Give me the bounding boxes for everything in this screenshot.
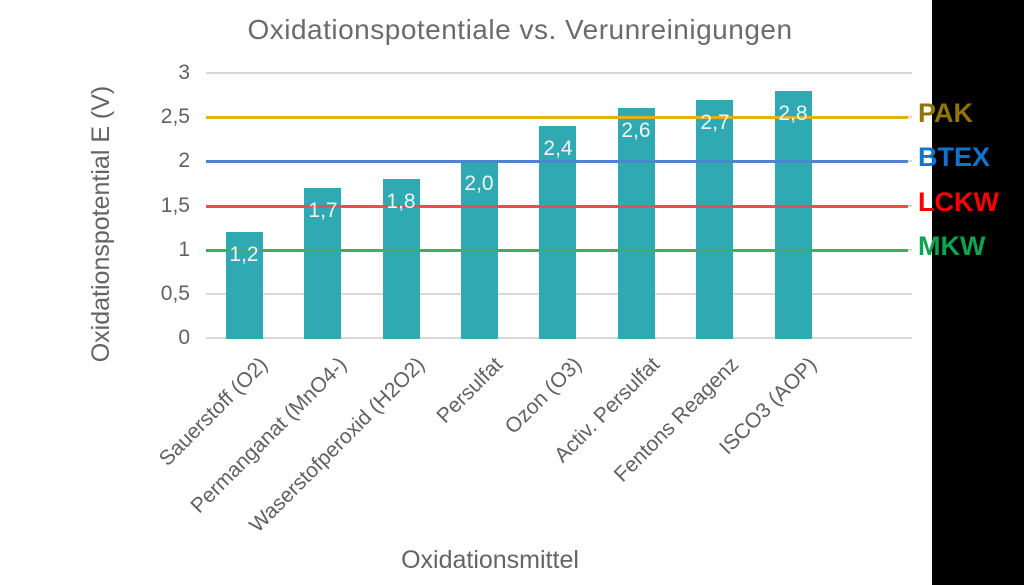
bar-fentons-reagenz [696,100,733,339]
y-tick-label: 1,5 [160,194,190,217]
reference-label-mkw: MKW [918,231,986,261]
bar-value-label: 1,2 [229,243,259,266]
bar-activ-persulfat [618,108,655,339]
bar-value-label: 1,7 [308,199,338,222]
y-tick-label: 1 [178,238,190,261]
reference-label-btex: BTEX [918,142,991,172]
reference-label-pak: PAK [918,98,974,128]
chart-title: Oxidationspotentiale vs. Verunreinigunge… [247,14,793,45]
y-tick-label: 2 [178,149,190,172]
bar-isco3-aop [775,91,812,339]
reference-line-mkw [206,249,908,252]
bar-value-label: 2,8 [778,102,808,125]
bar-value-label: 2,6 [621,119,651,142]
y-tick-label: 3 [178,61,190,84]
bar-value-label: 2,0 [464,172,494,195]
reference-line-btex [206,160,908,163]
bar-permanganat-mno4 [304,188,341,339]
reference-line-lckw [206,205,908,208]
y-tick-label: 2,5 [160,105,190,128]
bar-value-label: 2,7 [700,111,730,134]
black-sidebar-panel [932,0,1024,585]
gridline [206,72,912,74]
bar-value-label: 2,4 [543,137,573,160]
x-axis-title: Oxidationsmittel [401,546,579,574]
y-tick-label: 0 [178,326,190,349]
y-axis-title: Oxidationspotential E (V) [87,85,115,363]
bar-value-label: 1,8 [386,190,416,213]
reference-line-pak [206,116,908,119]
reference-label-lckw: LCKW [918,187,999,217]
y-tick-label: 0,5 [160,282,190,305]
